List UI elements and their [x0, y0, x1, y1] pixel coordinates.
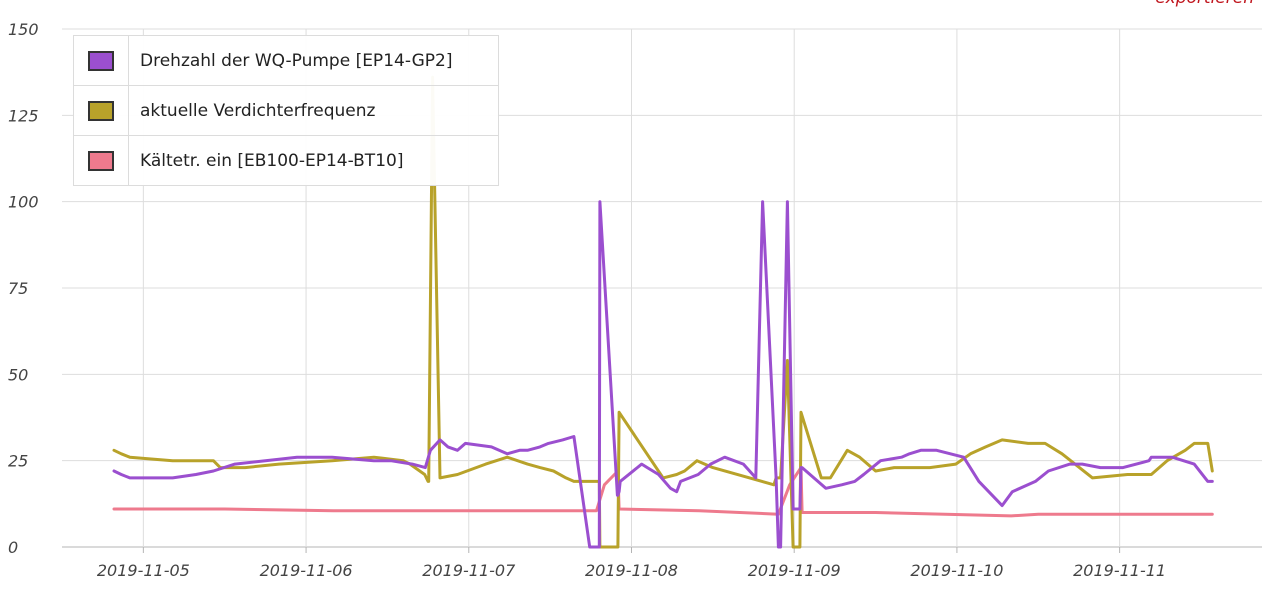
x-tick-label: 2019-11-11 — [1073, 561, 1166, 580]
x-tick-label: 2019-11-08 — [585, 561, 678, 580]
legend-item-refrigerant-in[interactable]: Kältetr. ein [EB100-EP14-BT10] — [74, 136, 498, 185]
series-lines — [112, 75, 1214, 549]
series-line-2 — [112, 466, 1214, 518]
y-tick-label: 150 — [8, 20, 39, 39]
series-line-1 — [112, 75, 1214, 549]
legend-item-compressor-frequency[interactable]: aktuelle Verdichterfrequenz — [74, 86, 498, 136]
legend-label-compressor-frequency: aktuelle Verdichterfrequenz — [140, 100, 376, 121]
y-tick-label: 75 — [8, 279, 28, 298]
export-link[interactable]: exportieren — [1155, 0, 1254, 8]
axes: 0 25 50 75 100 125 150 2019-11-05 2019-11-06 2019… — [8, 20, 1166, 580]
y-tick-label: 25 — [8, 452, 28, 471]
x-tick-label: 2019-11-10 — [910, 561, 1003, 580]
x-tick-label: 2019-11-06 — [260, 561, 353, 580]
legend-swatch-refrigerant-in — [88, 150, 114, 171]
x-tick-label: 2019-11-05 — [97, 561, 190, 580]
legend-label-wq-pump: Drehzahl der WQ-Pumpe [EP14-GP2] — [140, 50, 453, 71]
y-tick-label: 125 — [8, 106, 39, 125]
y-tick-label: 50 — [8, 365, 28, 384]
x-tick-label: 2019-11-09 — [748, 561, 841, 580]
y-tick-label: 100 — [8, 193, 39, 212]
legend-label-refrigerant-in: Kältetr. ein [EB100-EP14-BT10] — [140, 150, 404, 171]
legend-swatch-compressor-frequency — [88, 100, 114, 121]
x-tick-label: 2019-11-07 — [422, 561, 516, 580]
y-tick-label: 0 — [8, 538, 18, 557]
legend: Drehzahl der WQ-Pumpe [EP14-GP2] aktuell… — [73, 35, 499, 186]
legend-swatch-wq-pump — [88, 50, 114, 71]
series-line-0 — [112, 200, 1214, 549]
legend-item-wq-pump[interactable]: Drehzahl der WQ-Pumpe [EP14-GP2] — [74, 36, 498, 86]
